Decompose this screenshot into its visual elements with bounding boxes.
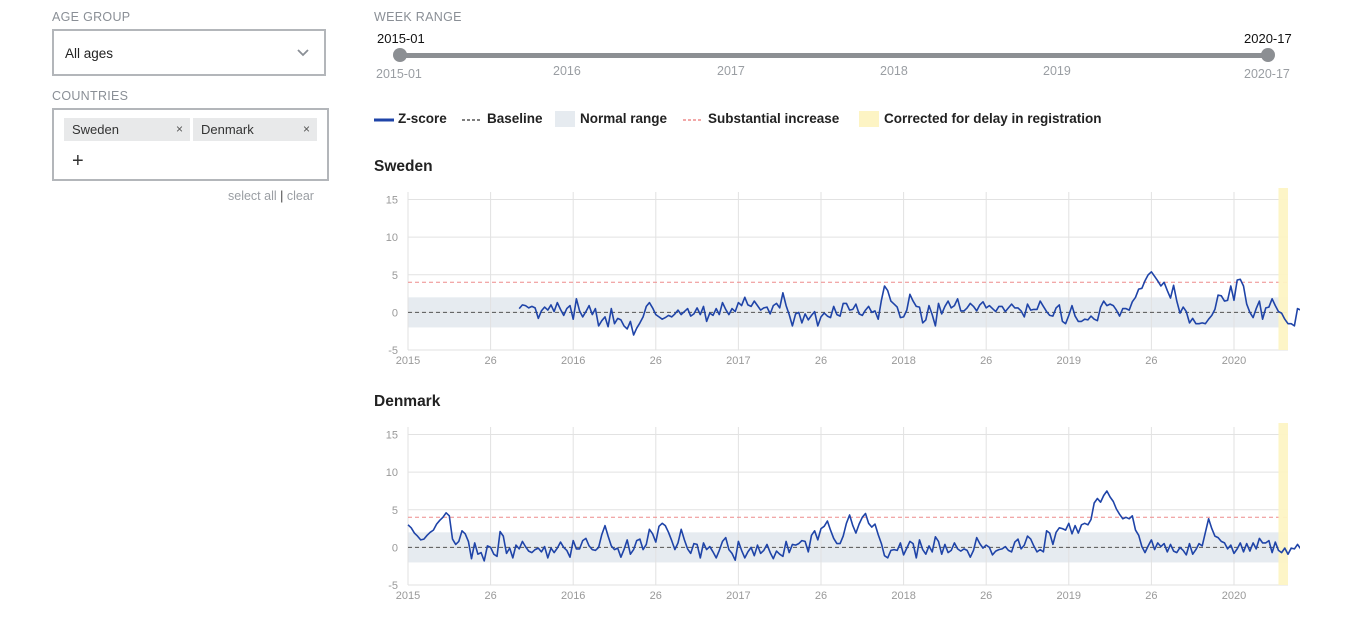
x-tick-label: 26: [1145, 355, 1157, 367]
y-tick-label: 0: [392, 307, 398, 319]
link-separator: |: [280, 189, 284, 203]
x-tick-label: 2019: [1057, 355, 1081, 367]
y-tick-label: -5: [388, 345, 398, 357]
zscore-series-line: [407, 490, 1300, 562]
range-tick: 2015-01: [376, 67, 422, 81]
range-start-handle[interactable]: [393, 48, 407, 62]
corrected-band: [1278, 423, 1288, 585]
range-start-value: 2015-01: [377, 31, 425, 46]
legend-substantial-increase: Substantial increase: [708, 111, 840, 126]
x-tick-label: 2019: [1057, 590, 1081, 602]
legend-normal-range: Normal range: [580, 111, 668, 126]
range-tick: 2017: [717, 64, 745, 78]
x-tick-label: 2017: [726, 590, 750, 602]
chart-title-denmark: Denmark: [374, 393, 441, 410]
countries-select[interactable]: Sweden × Denmark × +: [52, 108, 329, 181]
x-tick-label: 26: [484, 355, 496, 367]
range-tick: 2016: [553, 64, 581, 78]
legend-corrected-swatch: [859, 111, 879, 127]
legend-normal-range-swatch: [555, 111, 575, 127]
selection-links: select all | clear: [228, 189, 314, 203]
add-country-icon[interactable]: +: [72, 150, 84, 172]
x-tick-label: 2016: [561, 355, 585, 367]
range-tick: 2018: [880, 64, 908, 78]
x-tick-label: 2016: [561, 590, 585, 602]
x-tick-label: 2018: [891, 590, 915, 602]
legend-zscore-swatch: [374, 118, 394, 122]
age-group-value: All ages: [65, 46, 114, 61]
x-tick-label: 2018: [891, 355, 915, 367]
y-tick-label: 0: [392, 542, 398, 554]
x-tick-label: 26: [980, 355, 992, 367]
x-tick-label: 2017: [726, 355, 750, 367]
x-tick-label: 2015: [396, 590, 420, 602]
country-tag-denmark: Denmark ×: [193, 118, 317, 141]
y-tick-label: 10: [386, 232, 398, 244]
y-tick-label: 15: [386, 430, 398, 442]
select-all-link[interactable]: select all: [228, 189, 277, 203]
country-tag-sweden: Sweden ×: [64, 118, 190, 141]
zscore-series-line: [518, 271, 1300, 336]
corrected-band: [1278, 188, 1288, 350]
chart-title-sweden: Sweden: [374, 158, 433, 175]
range-track[interactable]: [400, 53, 1268, 58]
legend-zscore: Z-score: [398, 111, 447, 126]
x-tick-label: 2020: [1222, 590, 1246, 602]
y-tick-label: 10: [386, 467, 398, 479]
range-end-value: 2020-17: [1244, 31, 1292, 46]
legend-baseline-swatch: [462, 119, 482, 121]
x-tick-label: 26: [650, 590, 662, 602]
x-tick-label: 26: [650, 355, 662, 367]
legend-corrected: Corrected for delay in registration: [884, 111, 1102, 126]
y-tick-label: 5: [392, 505, 398, 517]
age-group-label: AGE GROUP: [52, 10, 131, 24]
y-tick-label: -5: [388, 580, 398, 592]
remove-sweden-icon[interactable]: ×: [175, 122, 183, 136]
week-range-label: WEEK RANGE: [374, 10, 462, 24]
x-tick-label: 26: [1145, 590, 1157, 602]
x-tick-label: 26: [980, 590, 992, 602]
countries-label: COUNTRIES: [52, 89, 129, 103]
x-tick-label: 2020: [1222, 355, 1246, 367]
y-tick-label: 15: [386, 195, 398, 207]
x-tick-label: 26: [815, 590, 827, 602]
country-tag-label: Denmark: [201, 122, 254, 137]
range-tick: 2019: [1043, 64, 1071, 78]
x-tick-label: 2015: [396, 355, 420, 367]
y-tick-label: 5: [392, 270, 398, 282]
legend-substantial-increase-swatch: [683, 119, 703, 121]
country-tag-label: Sweden: [72, 122, 119, 137]
range-tick: 2020-17: [1244, 67, 1290, 81]
range-end-handle[interactable]: [1261, 48, 1275, 62]
x-tick-label: 26: [484, 590, 496, 602]
age-group-select[interactable]: All ages: [52, 29, 326, 76]
legend-baseline: Baseline: [487, 111, 543, 126]
clear-link[interactable]: clear: [286, 189, 314, 203]
remove-denmark-icon[interactable]: ×: [302, 122, 310, 136]
chevron-down-icon: [297, 49, 309, 57]
x-tick-label: 26: [815, 355, 827, 367]
